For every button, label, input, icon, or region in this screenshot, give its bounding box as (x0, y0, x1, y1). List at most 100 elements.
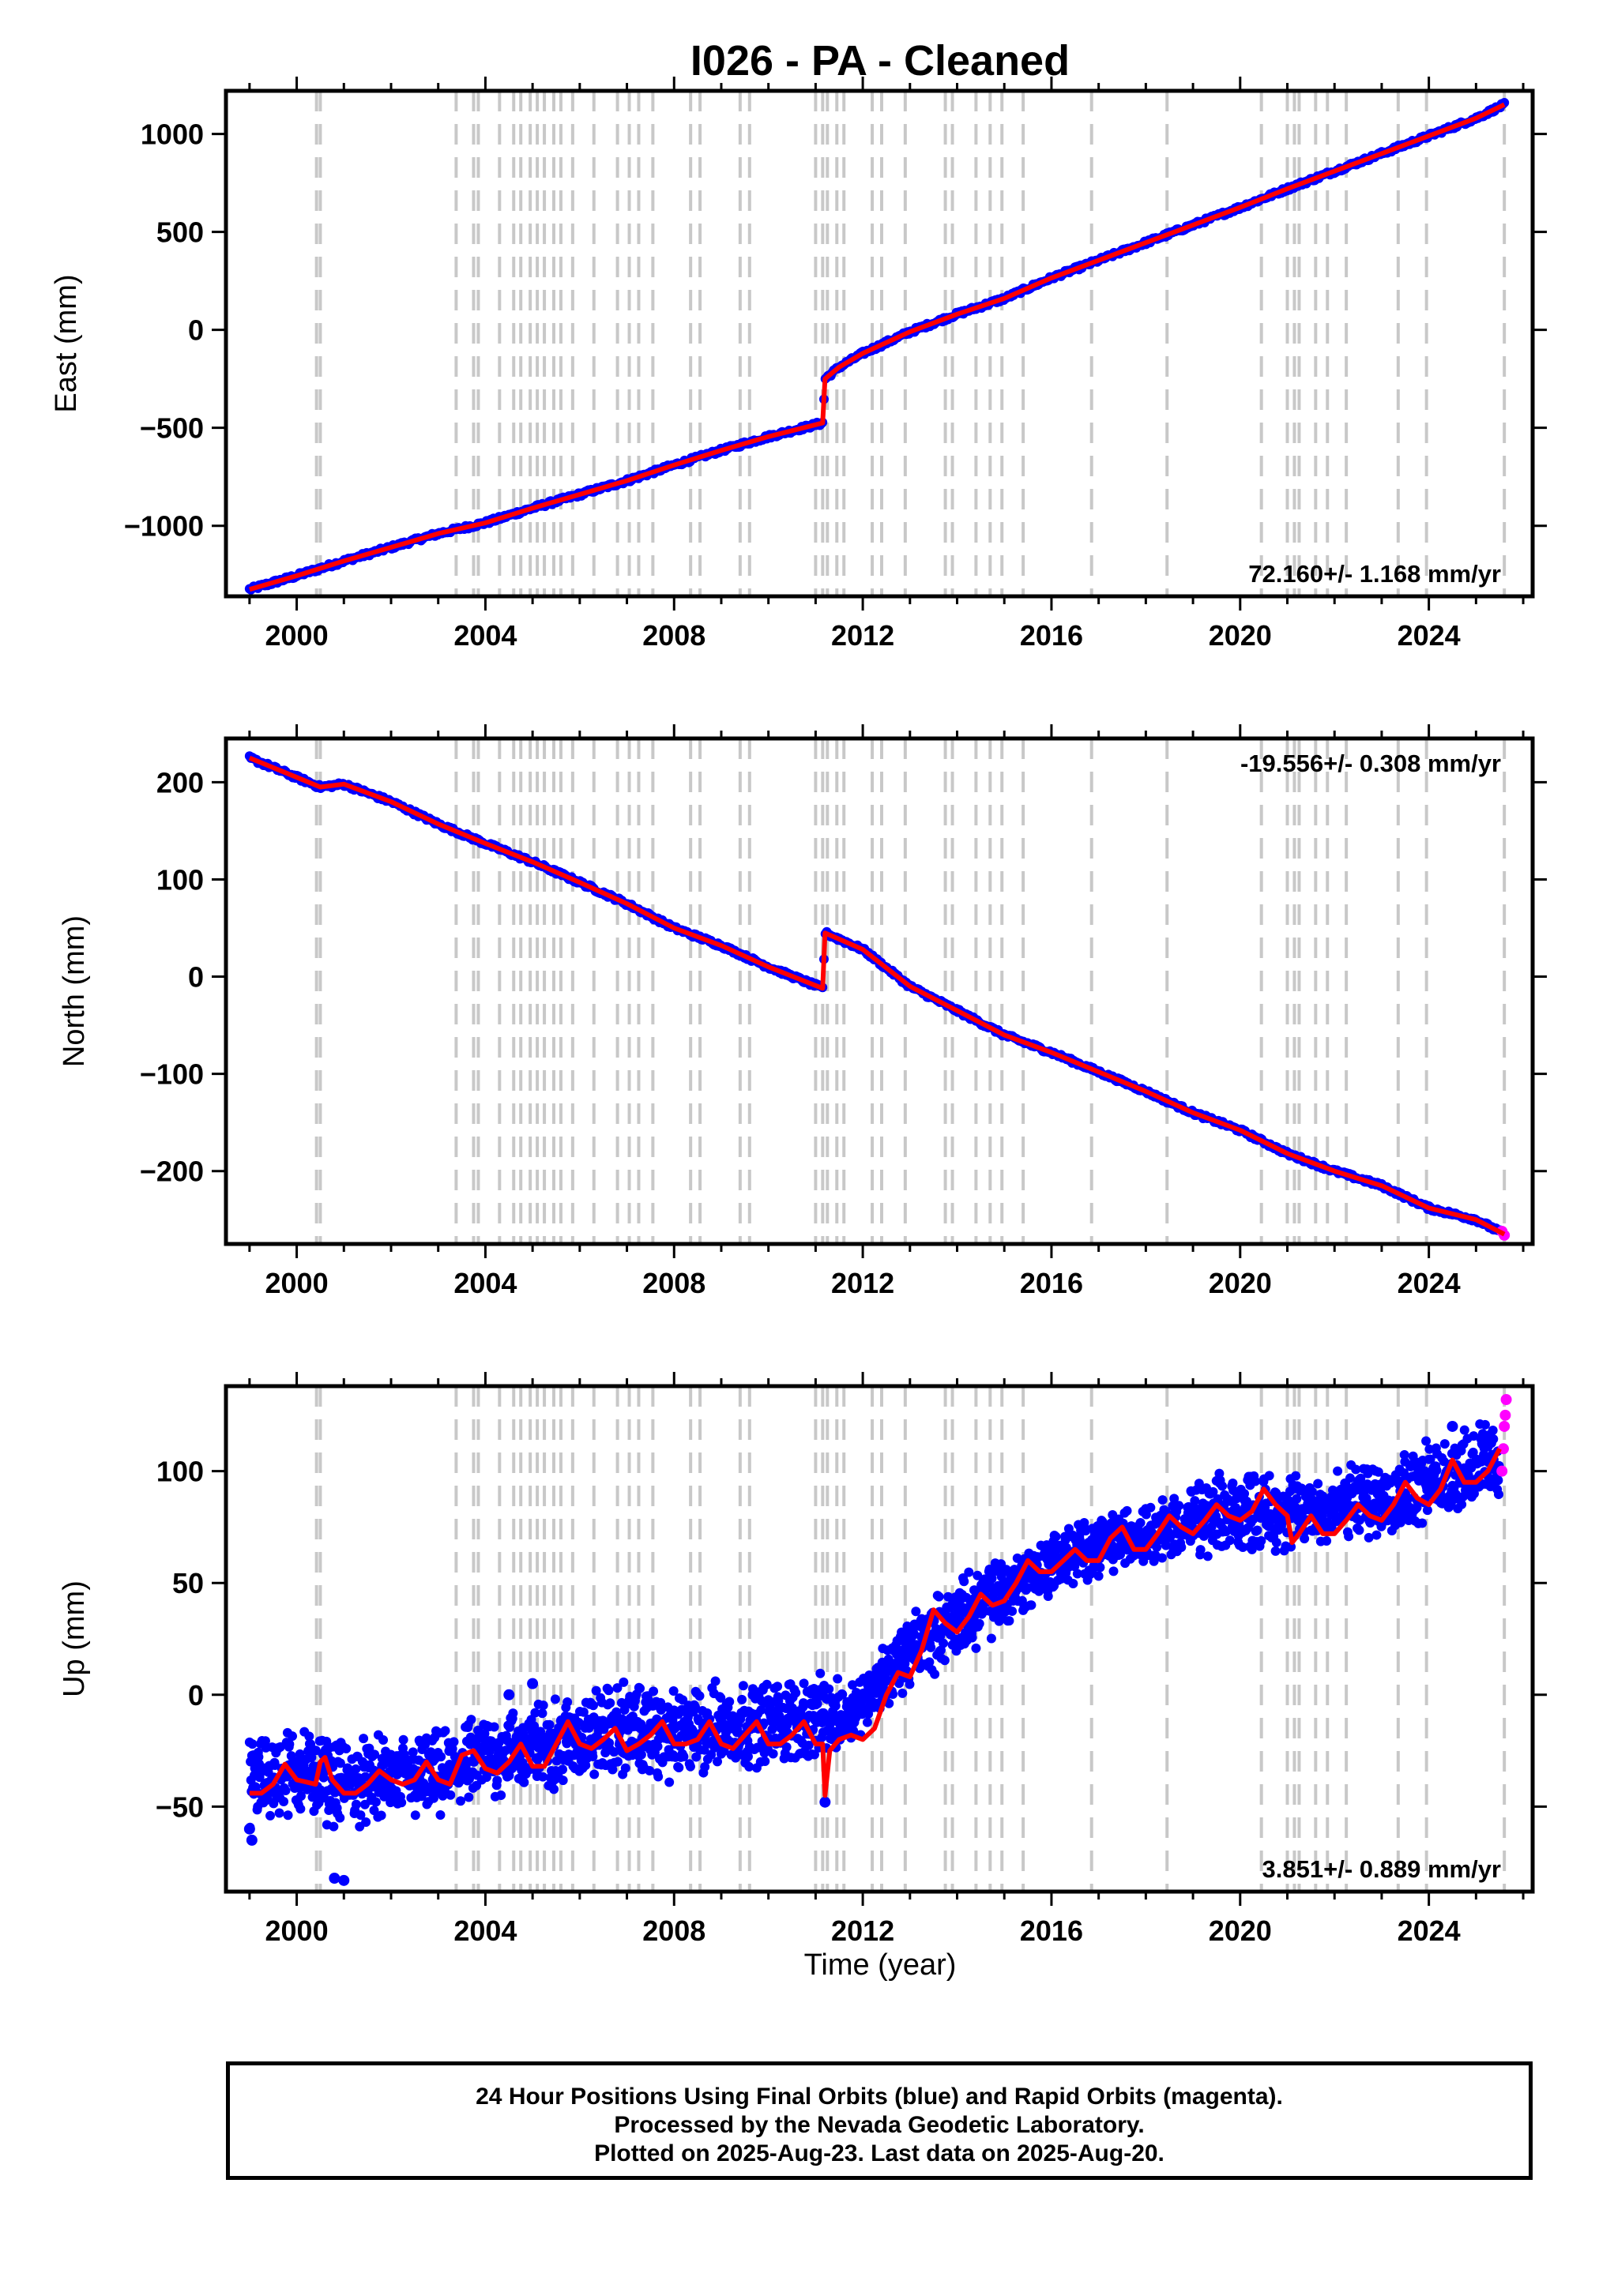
x-tick-label: 2012 (831, 1267, 894, 1299)
data-point (341, 1744, 352, 1754)
data-point (446, 1790, 456, 1800)
data-point (307, 1753, 317, 1763)
data-point (833, 1674, 843, 1684)
data-point (283, 1810, 293, 1821)
y-axis-label: Up (mm) (58, 1580, 91, 1697)
data-point (351, 1764, 361, 1774)
model-line (249, 102, 1506, 592)
x-tick-label: 2008 (642, 1915, 705, 1947)
data-point (738, 1681, 748, 1691)
data-point (1206, 1522, 1217, 1532)
data-point (1421, 1436, 1432, 1446)
y-axis-label: East (mm) (50, 274, 83, 412)
data-point (1000, 1606, 1010, 1617)
data-point (538, 1700, 548, 1711)
data-point (612, 1683, 623, 1693)
data-point (1256, 1535, 1266, 1546)
y-tick-label: −100 (140, 1058, 204, 1091)
north-panel: 2000 2004 2008 2012 2016 2020 2024 −200 −100 0 100… (58, 724, 1547, 1299)
data-point (803, 1740, 814, 1750)
data-point (862, 1717, 872, 1727)
data-point (1051, 1531, 1061, 1542)
data-point (959, 1576, 969, 1587)
data-point (1292, 1494, 1302, 1504)
data-point (700, 1761, 710, 1772)
data-point (1271, 1488, 1281, 1498)
outlier-point (527, 1678, 539, 1689)
data-point (1307, 1486, 1317, 1497)
data-point (1469, 1431, 1479, 1441)
data-point (329, 1821, 339, 1832)
data-point (1417, 1518, 1428, 1528)
data-point (304, 1731, 314, 1742)
data-point (645, 1765, 655, 1776)
data-point (1093, 1571, 1104, 1581)
data-point (1068, 1578, 1078, 1588)
data-point (1072, 1569, 1082, 1579)
data-point (809, 1749, 819, 1760)
data-point (664, 1777, 675, 1787)
data-point (410, 1810, 420, 1821)
data-point (781, 1742, 792, 1753)
data-point (274, 1808, 284, 1818)
data-point (1264, 1471, 1274, 1481)
x-tick-label: 2008 (642, 1267, 705, 1299)
data-point (530, 1708, 540, 1718)
x-axis-label: Time (year) (804, 1948, 957, 1982)
data-point (613, 1757, 623, 1767)
data-point (724, 1697, 735, 1707)
data-point (1043, 1591, 1053, 1602)
data-point (1399, 1449, 1409, 1460)
data-point (911, 1606, 921, 1617)
x-tick-label: 2024 (1398, 1915, 1461, 1947)
x-tick-label: 2008 (642, 619, 705, 652)
data-point (356, 1810, 366, 1821)
data-point (550, 1694, 560, 1704)
x-tick-label: 2024 (1398, 1267, 1461, 1299)
data-point (1333, 1466, 1343, 1476)
outlier-point (246, 1834, 258, 1846)
outlier-point (1447, 1420, 1458, 1432)
data-point (690, 1702, 701, 1712)
data-point (351, 1799, 361, 1809)
data-point (719, 1745, 729, 1756)
x-tick-label: 2016 (1020, 1915, 1083, 1947)
data-point (489, 1722, 499, 1732)
data-point (762, 1679, 772, 1689)
data-point (456, 1796, 466, 1806)
y-tick-label: −1000 (124, 510, 204, 543)
data-point (1457, 1499, 1467, 1509)
data-point (824, 1684, 834, 1694)
data-point (435, 1810, 446, 1821)
rapid-point (1499, 1409, 1511, 1421)
data-point (1146, 1502, 1156, 1513)
data-point (691, 1752, 702, 1762)
data-point (1365, 1518, 1375, 1528)
data-point (694, 1691, 705, 1701)
data-point (1493, 1490, 1503, 1500)
data-point (1351, 1464, 1361, 1475)
data-point (986, 1633, 996, 1644)
data-point (492, 1776, 502, 1786)
data-point (397, 1798, 407, 1808)
data-point (1459, 1425, 1469, 1435)
data-point (964, 1567, 974, 1577)
data-point (538, 1772, 548, 1782)
data-point (588, 1751, 598, 1761)
data-point (924, 1657, 935, 1667)
data-point (508, 1708, 518, 1719)
data-point (1161, 1540, 1171, 1550)
data-point (481, 1772, 491, 1783)
data-point (1300, 1534, 1310, 1544)
data-point (1356, 1473, 1366, 1483)
y-axis-label: North (mm) (58, 915, 91, 1067)
data-point (279, 1796, 289, 1806)
data-point (939, 1655, 950, 1666)
up-panel: 2000 2004 2008 2012 2016 2020 2024 −50 0 50 100 Up … (58, 1372, 1547, 1947)
data-point (480, 1729, 490, 1739)
data-point (1251, 1476, 1261, 1486)
data-point (1157, 1553, 1167, 1563)
plot-area (244, 738, 1511, 1244)
data-point (1469, 1489, 1479, 1499)
data-point (1432, 1465, 1442, 1475)
